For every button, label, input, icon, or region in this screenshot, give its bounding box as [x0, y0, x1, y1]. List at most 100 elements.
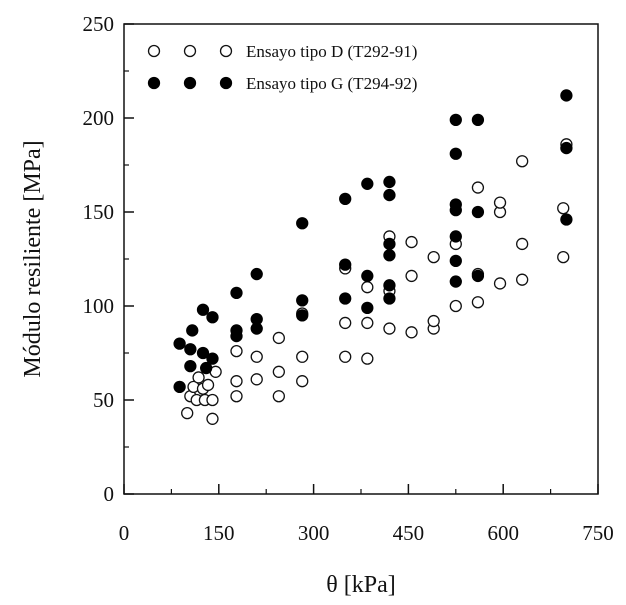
open-circle-point — [361, 316, 374, 330]
open-circle-point — [181, 407, 194, 420]
filled-circle-point — [361, 269, 374, 283]
filled-circle-point — [449, 254, 462, 268]
legend-marker — [147, 76, 161, 90]
open-circle-point — [405, 326, 418, 339]
filled-circle-point — [560, 141, 573, 155]
legend: Ensayo tipo D (T292-91) Ensayo tipo G (T… — [147, 42, 417, 93]
open-circle-point — [427, 250, 440, 264]
open-circle-point — [557, 250, 570, 264]
filled-circle-point — [449, 275, 462, 288]
axis-ticks — [123, 23, 599, 495]
open-circle-point — [201, 378, 215, 392]
filled-circle-point — [560, 213, 573, 226]
open-circle-point — [250, 373, 263, 386]
y-tick-label: 0 — [104, 482, 115, 506]
open-circle-point — [471, 296, 485, 309]
filled-circle-point — [383, 188, 396, 202]
filled-circle-point — [471, 269, 485, 283]
filled-circle-point — [383, 249, 396, 262]
y-axis-title: Módulo resiliente [MPa] — [20, 140, 46, 377]
filled-circle-point — [206, 352, 219, 365]
filled-circle-point — [449, 113, 462, 127]
filled-circle-point — [471, 113, 485, 127]
open-circle-point — [230, 344, 243, 358]
open-circle-point — [516, 273, 529, 286]
filled-circle-point — [339, 192, 352, 205]
open-circle-point — [516, 237, 529, 251]
x-tick-label: 0 — [119, 521, 130, 545]
x-tick-label: 150 — [203, 521, 235, 545]
y-tick-label: 200 — [83, 106, 115, 130]
open-circle-point — [339, 316, 352, 330]
legend-marker — [183, 76, 197, 90]
legend-markers-series-d — [147, 44, 233, 58]
filled-circle-point — [206, 311, 219, 324]
open-circle-point — [296, 375, 309, 388]
filled-circle-point — [184, 360, 197, 373]
open-circle-point — [493, 277, 507, 290]
filled-circle-point — [449, 147, 462, 160]
y-tick-label: 150 — [83, 200, 115, 224]
y-tick-label: 250 — [83, 12, 115, 36]
filled-circle-point — [383, 237, 396, 251]
legend-marker — [219, 76, 233, 90]
x-tick-label: 300 — [298, 521, 330, 545]
open-circle-point — [361, 352, 374, 365]
filled-circle-point — [339, 258, 352, 271]
filled-circle-point — [383, 292, 396, 305]
filled-circle-point — [361, 177, 374, 190]
open-circle-point — [383, 322, 396, 335]
open-circle-point — [405, 235, 418, 249]
open-circle-point — [272, 365, 285, 378]
open-circle-point — [230, 390, 243, 403]
open-circle-point — [557, 202, 570, 215]
filled-circle-point — [471, 205, 485, 219]
filled-circle-point — [173, 337, 186, 350]
filled-circle-point — [186, 324, 199, 337]
x-axis-title: θ [kPa] — [326, 572, 395, 598]
legend-markers-series-g — [147, 76, 233, 90]
open-circle-point — [272, 390, 285, 403]
x-tick-label: 600 — [487, 521, 519, 545]
filled-circle-point — [200, 361, 213, 375]
open-circle-point — [296, 350, 309, 363]
filled-circle-point — [173, 380, 186, 393]
legend-label-series-g: Ensayo tipo G (T294-92) — [246, 74, 417, 93]
open-circle-point — [361, 281, 374, 294]
filled-circle-point — [230, 324, 243, 337]
filled-circle-point — [361, 301, 374, 315]
y-tick-label: 100 — [83, 294, 115, 318]
open-circle-point — [427, 314, 440, 328]
filled-circle-point — [383, 279, 396, 292]
open-circle-point — [471, 181, 485, 194]
open-circle-point — [206, 393, 219, 407]
y-tick-label: 50 — [93, 388, 114, 412]
filled-circle-point — [449, 198, 462, 211]
open-circle-point — [405, 269, 418, 283]
x-tick-label: 750 — [582, 521, 614, 545]
legend-marker — [183, 44, 197, 58]
open-circle-point — [449, 299, 462, 313]
legend-marker — [219, 44, 233, 58]
open-circle-point — [250, 350, 263, 363]
legend-label-series-d: Ensayo tipo D (T292-91) — [246, 42, 417, 61]
filled-circle-point — [339, 292, 352, 305]
filled-circle-point — [449, 230, 462, 243]
plot-frame — [123, 23, 599, 495]
filled-circle-point — [196, 346, 210, 360]
filled-circle-point — [196, 303, 210, 316]
filled-circle-point — [296, 294, 309, 307]
filled-circle-point — [184, 343, 197, 356]
open-circle-point — [516, 155, 529, 168]
x-tick-label: 450 — [393, 521, 425, 545]
open-circle-point — [339, 350, 352, 363]
filled-circle-point — [296, 309, 309, 322]
open-circle-point — [192, 371, 205, 384]
tick-labels: 0 150 300 450 600 750 0 50 100 150 200 250 — [83, 12, 614, 545]
open-circle-point — [493, 196, 507, 209]
filled-circle-point — [230, 286, 243, 299]
filled-circle-point — [560, 89, 573, 102]
filled-circle-point — [250, 267, 263, 281]
open-circle-point — [206, 412, 219, 425]
